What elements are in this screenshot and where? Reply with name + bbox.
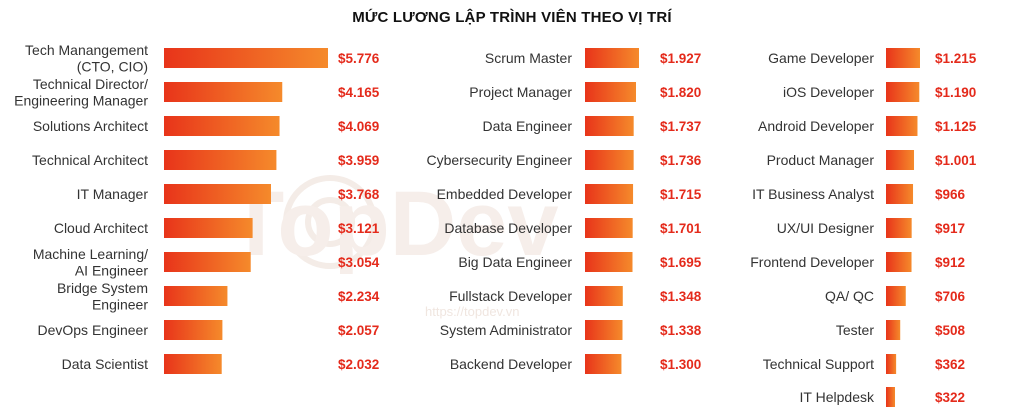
watermark-brand-text: TopDev — [228, 173, 559, 275]
bar — [164, 286, 228, 306]
bar — [164, 48, 328, 68]
topdev-watermark: TopDev https://topdev.vn — [228, 173, 559, 319]
bar — [886, 82, 920, 102]
value-label: $917 — [935, 221, 965, 236]
category-label: IT Business Analyst — [752, 186, 874, 202]
bar — [886, 286, 906, 306]
value-label: $1.820 — [660, 85, 701, 100]
category-label: QA/ QC — [825, 288, 874, 304]
category-label: Product Manager — [767, 152, 875, 168]
value-label: $1.737 — [660, 119, 701, 134]
bar — [585, 218, 633, 238]
value-label: $1.927 — [660, 51, 701, 66]
category-label: Big Data Engineer — [458, 254, 572, 270]
watermark-url-text: https://topdev.vn — [425, 304, 519, 319]
category-label: Machine Learning/AI Engineer — [33, 246, 149, 279]
category-label: Tech Manangement (CTO, CIO) — [25, 42, 148, 75]
category-label: System Administrator — [440, 322, 573, 338]
value-label: $1.190 — [935, 85, 976, 100]
value-label: $912 — [935, 255, 965, 270]
bar — [164, 82, 283, 102]
value-label: $706 — [935, 289, 966, 304]
category-label: Project Manager — [469, 84, 572, 100]
bar — [164, 184, 271, 204]
bar — [164, 252, 251, 272]
bar — [886, 218, 912, 238]
value-label: $322 — [935, 390, 965, 405]
bar — [585, 320, 623, 340]
bar — [164, 354, 222, 374]
bar — [886, 387, 896, 407]
value-label: $1.695 — [660, 255, 702, 270]
category-label: Data Scientist — [62, 356, 148, 372]
value-label: $4.165 — [338, 85, 380, 100]
value-label: $3.054 — [338, 255, 380, 270]
bar — [886, 320, 901, 340]
bar — [886, 252, 912, 272]
category-label: Data Engineer — [482, 118, 572, 134]
value-label: $1.701 — [660, 221, 702, 236]
category-label: Game Developer — [768, 50, 874, 66]
category-label: Frontend Developer — [750, 254, 874, 270]
value-label: $1.338 — [660, 323, 702, 338]
value-label: $1.001 — [935, 153, 977, 168]
value-label: $362 — [935, 357, 965, 372]
value-label: $2.057 — [338, 323, 379, 338]
category-label: Database Developer — [444, 220, 572, 236]
bar — [164, 218, 253, 238]
bar — [585, 286, 623, 306]
category-label: Cloud Architect — [54, 220, 148, 236]
category-label: UX/UI Designer — [777, 220, 875, 236]
bar — [585, 150, 634, 170]
value-label: $2.234 — [338, 289, 380, 304]
category-label: Backend Developer — [450, 356, 573, 372]
category-label: IT Manager — [77, 186, 149, 202]
category-label: Solutions Architect — [33, 118, 148, 134]
bar — [585, 354, 622, 374]
value-label: $1.348 — [660, 289, 702, 304]
value-label: $1.300 — [660, 357, 701, 372]
value-label: $3.121 — [338, 221, 380, 236]
category-label: Technical Architect — [32, 152, 148, 168]
bar — [886, 354, 897, 374]
value-label: $1.215 — [935, 51, 977, 66]
bar — [164, 150, 277, 170]
value-label: $508 — [935, 323, 966, 338]
category-label: iOS Developer — [783, 84, 874, 100]
value-label: $5.776 — [338, 51, 380, 66]
bar — [886, 48, 920, 68]
value-label: $1.715 — [660, 187, 702, 202]
value-label: $966 — [935, 187, 966, 202]
category-label: Technical Director/Engineering Manager — [14, 76, 148, 109]
category-label: Tester — [836, 322, 874, 338]
bar — [164, 116, 280, 136]
value-label: $3.959 — [338, 153, 379, 168]
value-label: $3.768 — [338, 187, 380, 202]
bar — [164, 320, 223, 340]
value-label: $2.032 — [338, 357, 379, 372]
category-label: Fullstack Developer — [449, 288, 572, 304]
bar — [585, 116, 634, 136]
category-label: Scrum Master — [485, 50, 572, 66]
category-label: Embedded Developer — [437, 186, 573, 202]
bar — [886, 150, 915, 170]
category-label: Android Developer — [758, 118, 874, 134]
bar — [585, 82, 637, 102]
value-label: $1.736 — [660, 153, 702, 168]
bar — [585, 48, 639, 68]
value-label: $1.125 — [935, 119, 977, 134]
category-label: Technical Support — [763, 356, 874, 372]
category-label: IT Helpdesk — [800, 389, 875, 405]
category-label: Bridge System Engineer — [57, 280, 148, 313]
bar — [886, 184, 914, 204]
bar — [886, 116, 918, 136]
category-label: Cybersecurity Engineer — [426, 152, 572, 168]
category-label: DevOps Engineer — [37, 322, 148, 338]
bar — [585, 252, 633, 272]
bar — [585, 184, 634, 204]
value-label: $4.069 — [338, 119, 379, 134]
chart-title: MỨC LƯƠNG LẬP TRÌNH VIÊN THEO VỊ TRÍ — [352, 9, 672, 26]
